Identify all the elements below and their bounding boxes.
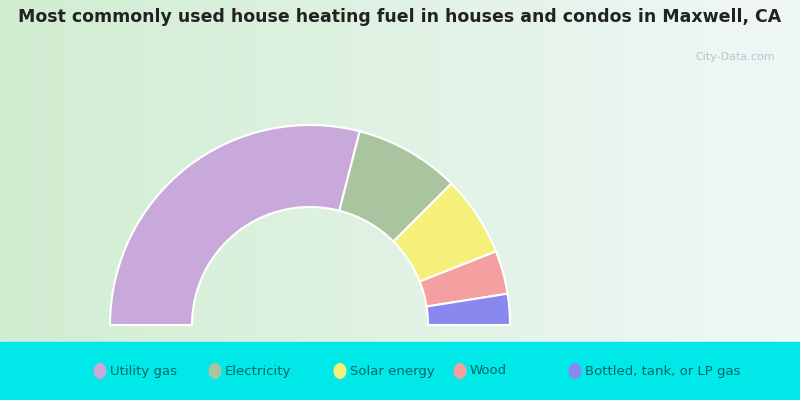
Wedge shape — [339, 131, 451, 242]
Wedge shape — [426, 294, 510, 325]
Ellipse shape — [569, 363, 582, 379]
Ellipse shape — [209, 363, 222, 379]
Text: Most commonly used house heating fuel in houses and condos in Maxwell, CA: Most commonly used house heating fuel in… — [18, 8, 782, 26]
Wedge shape — [110, 125, 360, 325]
Text: Electricity: Electricity — [225, 364, 291, 378]
Text: Bottled, tank, or LP gas: Bottled, tank, or LP gas — [585, 364, 741, 378]
Text: City-Data.com: City-Data.com — [695, 52, 775, 62]
Bar — [0, 342, 800, 400]
Wedge shape — [420, 251, 507, 306]
Text: Utility gas: Utility gas — [110, 364, 177, 378]
Text: Wood: Wood — [470, 364, 507, 378]
Text: Solar energy: Solar energy — [350, 364, 434, 378]
Ellipse shape — [334, 363, 346, 379]
Wedge shape — [394, 184, 496, 282]
Ellipse shape — [94, 363, 106, 379]
Ellipse shape — [454, 363, 466, 379]
